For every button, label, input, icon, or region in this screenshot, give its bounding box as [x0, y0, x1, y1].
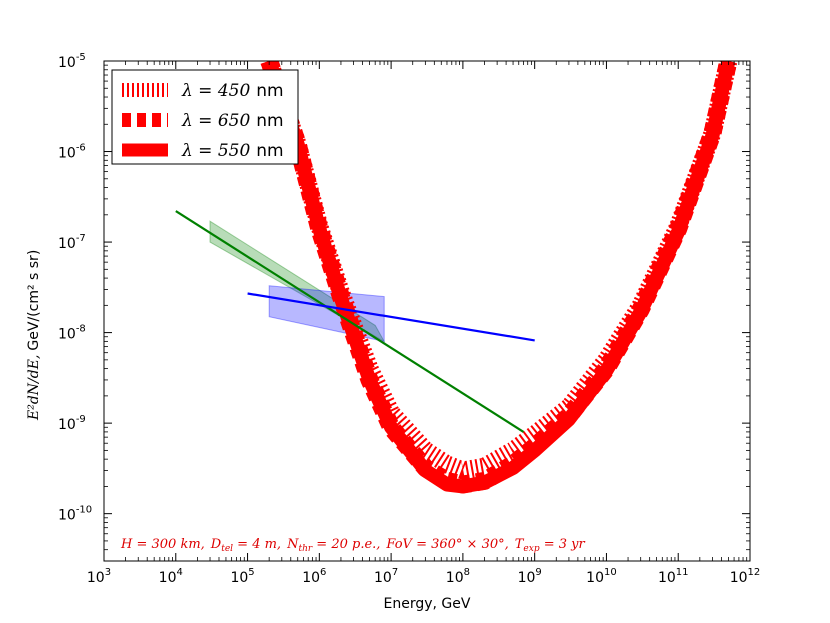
- legend-label: λ = 650 nm: [181, 111, 284, 131]
- y-tick-label: 10-8: [58, 324, 86, 343]
- x-tick-label: 108: [446, 567, 470, 586]
- x-tick-label: 104: [159, 567, 183, 586]
- y-tick-label: 10-6: [58, 143, 86, 162]
- x-tick-label: 105: [230, 567, 254, 586]
- x-tick-label: 107: [374, 567, 398, 586]
- parameters-annotation: H = 300 km, Dtel = 4 m, Nthr = 20 p.e., FoV…: [120, 537, 585, 554]
- y-axis-ticks: 10-10 10-9 10-8 10-7 10-6 10-5: [58, 52, 750, 562]
- legend-label: λ = 550 nm: [181, 141, 284, 161]
- legend-item-650nm: λ = 650 nm: [122, 111, 284, 131]
- series-550nm: [262, 61, 736, 494]
- x-tick-label: 103: [87, 567, 111, 586]
- x-tick-label: 109: [518, 567, 542, 586]
- x-axis-label: Energy, GeV: [384, 596, 471, 612]
- y-axis-label-units: GeV/(cm² s sr): [26, 250, 42, 351]
- y-tick-label: 10-9: [58, 414, 86, 433]
- legend-item-450nm: λ = 450 nm: [122, 81, 284, 101]
- y-axis-label-math: E²dN/dE,: [26, 355, 42, 421]
- x-tick-label: 1010: [586, 567, 617, 586]
- y-tick-label: 10-5: [58, 52, 86, 71]
- x-tick-label: 1011: [658, 567, 689, 586]
- x-axis-ticks: 103 104 105 106 107 108 109 1010 1011 1012: [87, 61, 760, 586]
- x-tick-label: 1012: [730, 567, 761, 586]
- y-tick-label: 10-10: [58, 505, 92, 524]
- series-green-line: [175, 210, 525, 433]
- legend-label: λ = 450 nm: [181, 81, 284, 101]
- legend: λ = 450 nm λ = 650 nm λ = 550 nm: [111, 69, 299, 165]
- plot-frame: [103, 60, 751, 562]
- y-axis-label: E²dN/dE, GeV/(cm² s sr): [26, 250, 42, 421]
- series-layer: [175, 61, 738, 494]
- x-tick-label: 106: [302, 567, 326, 586]
- y-tick-label: 10-7: [58, 233, 86, 252]
- legend-item-550nm: λ = 550 nm: [122, 141, 284, 161]
- series-blue-line: [247, 292, 535, 342]
- svg-text:E²dN/dE,GeV/(cm² s sr): E²dN/dE, GeV/(cm² s sr): [26, 250, 42, 421]
